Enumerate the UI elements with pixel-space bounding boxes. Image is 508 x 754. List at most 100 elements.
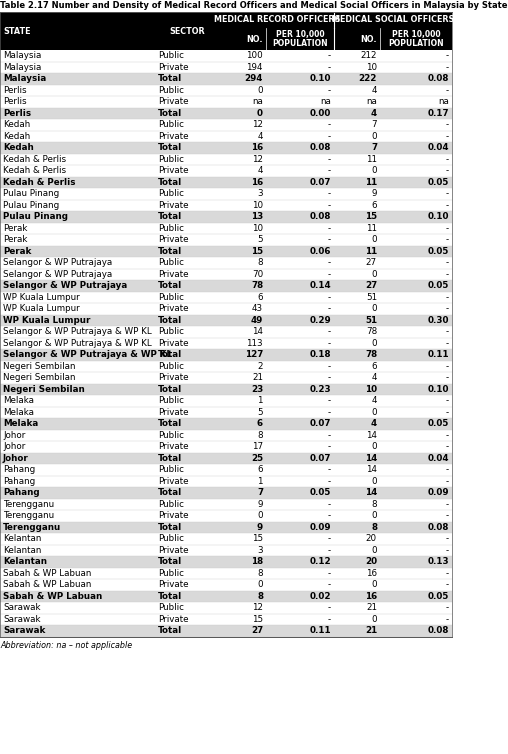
Text: 0: 0 — [371, 443, 377, 451]
Text: PER 10,000
POPULATION: PER 10,000 POPULATION — [388, 29, 444, 48]
Bar — [0, 476, 452, 487]
Bar — [0, 211, 452, 222]
Text: Malaysia: Malaysia — [3, 63, 41, 72]
Text: 16: 16 — [251, 143, 263, 152]
Text: Negeri Sembilan: Negeri Sembilan — [3, 362, 76, 371]
Text: Selangor & WP Putrajaya & WP KL: Selangor & WP Putrajaya & WP KL — [3, 327, 152, 336]
Bar — [0, 326, 452, 338]
Text: 0.11: 0.11 — [309, 627, 331, 636]
Text: -: - — [446, 408, 449, 417]
Text: -: - — [446, 362, 449, 371]
Text: Perlis: Perlis — [3, 86, 26, 95]
Text: -: - — [328, 511, 331, 520]
Text: -: - — [446, 373, 449, 382]
Text: Total: Total — [158, 557, 182, 566]
Text: 127: 127 — [245, 351, 263, 359]
Text: -: - — [446, 327, 449, 336]
Text: -: - — [328, 327, 331, 336]
Text: Total: Total — [158, 592, 182, 601]
Text: -: - — [446, 500, 449, 509]
Text: Sabah & WP Labuan: Sabah & WP Labuan — [3, 581, 91, 589]
Text: -: - — [446, 397, 449, 405]
Text: Sarawak: Sarawak — [3, 627, 45, 636]
Text: Sarawak: Sarawak — [3, 603, 41, 612]
Bar — [0, 108, 452, 119]
Text: 21: 21 — [365, 627, 377, 636]
Text: 14: 14 — [366, 431, 377, 440]
Text: -: - — [328, 120, 331, 129]
Text: Selangor & WP Putrajaya & WP KL: Selangor & WP Putrajaya & WP KL — [3, 351, 172, 359]
Text: -: - — [446, 535, 449, 543]
Text: 16: 16 — [365, 592, 377, 601]
Text: Negeri Sembilan: Negeri Sembilan — [3, 373, 76, 382]
Text: -: - — [446, 443, 449, 451]
Text: Total: Total — [158, 385, 182, 394]
Text: Total: Total — [158, 523, 182, 532]
Text: 1: 1 — [258, 397, 263, 405]
Text: 51: 51 — [366, 293, 377, 302]
Text: 9: 9 — [257, 523, 263, 532]
Text: Total: Total — [158, 109, 182, 118]
Text: 0: 0 — [371, 339, 377, 348]
Text: Johor: Johor — [3, 431, 25, 440]
Text: -: - — [328, 408, 331, 417]
Text: Total: Total — [158, 627, 182, 636]
Text: Kedah & Perlis: Kedah & Perlis — [3, 166, 66, 175]
Text: -: - — [446, 603, 449, 612]
Text: 15: 15 — [252, 535, 263, 543]
Text: 0.11: 0.11 — [427, 351, 449, 359]
Text: 194: 194 — [246, 63, 263, 72]
Text: 11: 11 — [365, 178, 377, 187]
Text: 12: 12 — [252, 120, 263, 129]
Text: 14: 14 — [366, 465, 377, 474]
Text: Selangor & WP Putrajaya: Selangor & WP Putrajaya — [3, 281, 127, 290]
Text: -: - — [328, 569, 331, 578]
Text: 0.04: 0.04 — [428, 454, 449, 463]
Text: Public: Public — [158, 397, 184, 405]
Text: Public: Public — [158, 189, 184, 198]
Text: 0.18: 0.18 — [309, 351, 331, 359]
Text: 2: 2 — [258, 362, 263, 371]
Text: 12: 12 — [252, 603, 263, 612]
Text: 51: 51 — [365, 316, 377, 325]
Text: -: - — [328, 293, 331, 302]
Text: Public: Public — [158, 569, 184, 578]
Text: 0.05: 0.05 — [428, 281, 449, 290]
Text: Pahang: Pahang — [3, 477, 35, 486]
Text: Public: Public — [158, 535, 184, 543]
Text: Perlis: Perlis — [3, 109, 31, 118]
Bar — [0, 372, 452, 384]
Bar — [0, 544, 452, 556]
Text: 3: 3 — [258, 546, 263, 555]
Text: -: - — [328, 132, 331, 141]
Text: -: - — [446, 259, 449, 267]
Text: -: - — [328, 51, 331, 60]
Text: 0.29: 0.29 — [309, 316, 331, 325]
Text: Private: Private — [158, 615, 188, 624]
Text: MEDICAL RECORD OFFICERS: MEDICAL RECORD OFFICERS — [214, 16, 340, 24]
Text: 0.04: 0.04 — [428, 143, 449, 152]
Text: 78: 78 — [251, 281, 263, 290]
Bar — [0, 176, 452, 188]
Text: 4: 4 — [258, 132, 263, 141]
Text: Private: Private — [158, 408, 188, 417]
Text: -: - — [328, 63, 331, 72]
Text: Terengganu: Terengganu — [3, 523, 61, 532]
Text: 0.14: 0.14 — [309, 281, 331, 290]
Text: Private: Private — [158, 201, 188, 210]
Text: 27: 27 — [366, 259, 377, 267]
Text: Private: Private — [158, 270, 188, 279]
Text: 14: 14 — [365, 454, 377, 463]
Text: 0.30: 0.30 — [428, 316, 449, 325]
Text: -: - — [446, 339, 449, 348]
Text: Table 2.17 Number and Density of Medical Record Officers and Medical Social Offi: Table 2.17 Number and Density of Medical… — [0, 1, 508, 10]
Text: Public: Public — [158, 362, 184, 371]
Text: Total: Total — [158, 143, 182, 152]
Text: MEDICAL SOCIAL OFFICERS: MEDICAL SOCIAL OFFICERS — [332, 16, 454, 24]
Text: -: - — [328, 465, 331, 474]
Text: -: - — [446, 431, 449, 440]
Text: 6: 6 — [371, 201, 377, 210]
Text: na: na — [366, 97, 377, 106]
Bar — [0, 130, 452, 142]
Text: -: - — [446, 270, 449, 279]
